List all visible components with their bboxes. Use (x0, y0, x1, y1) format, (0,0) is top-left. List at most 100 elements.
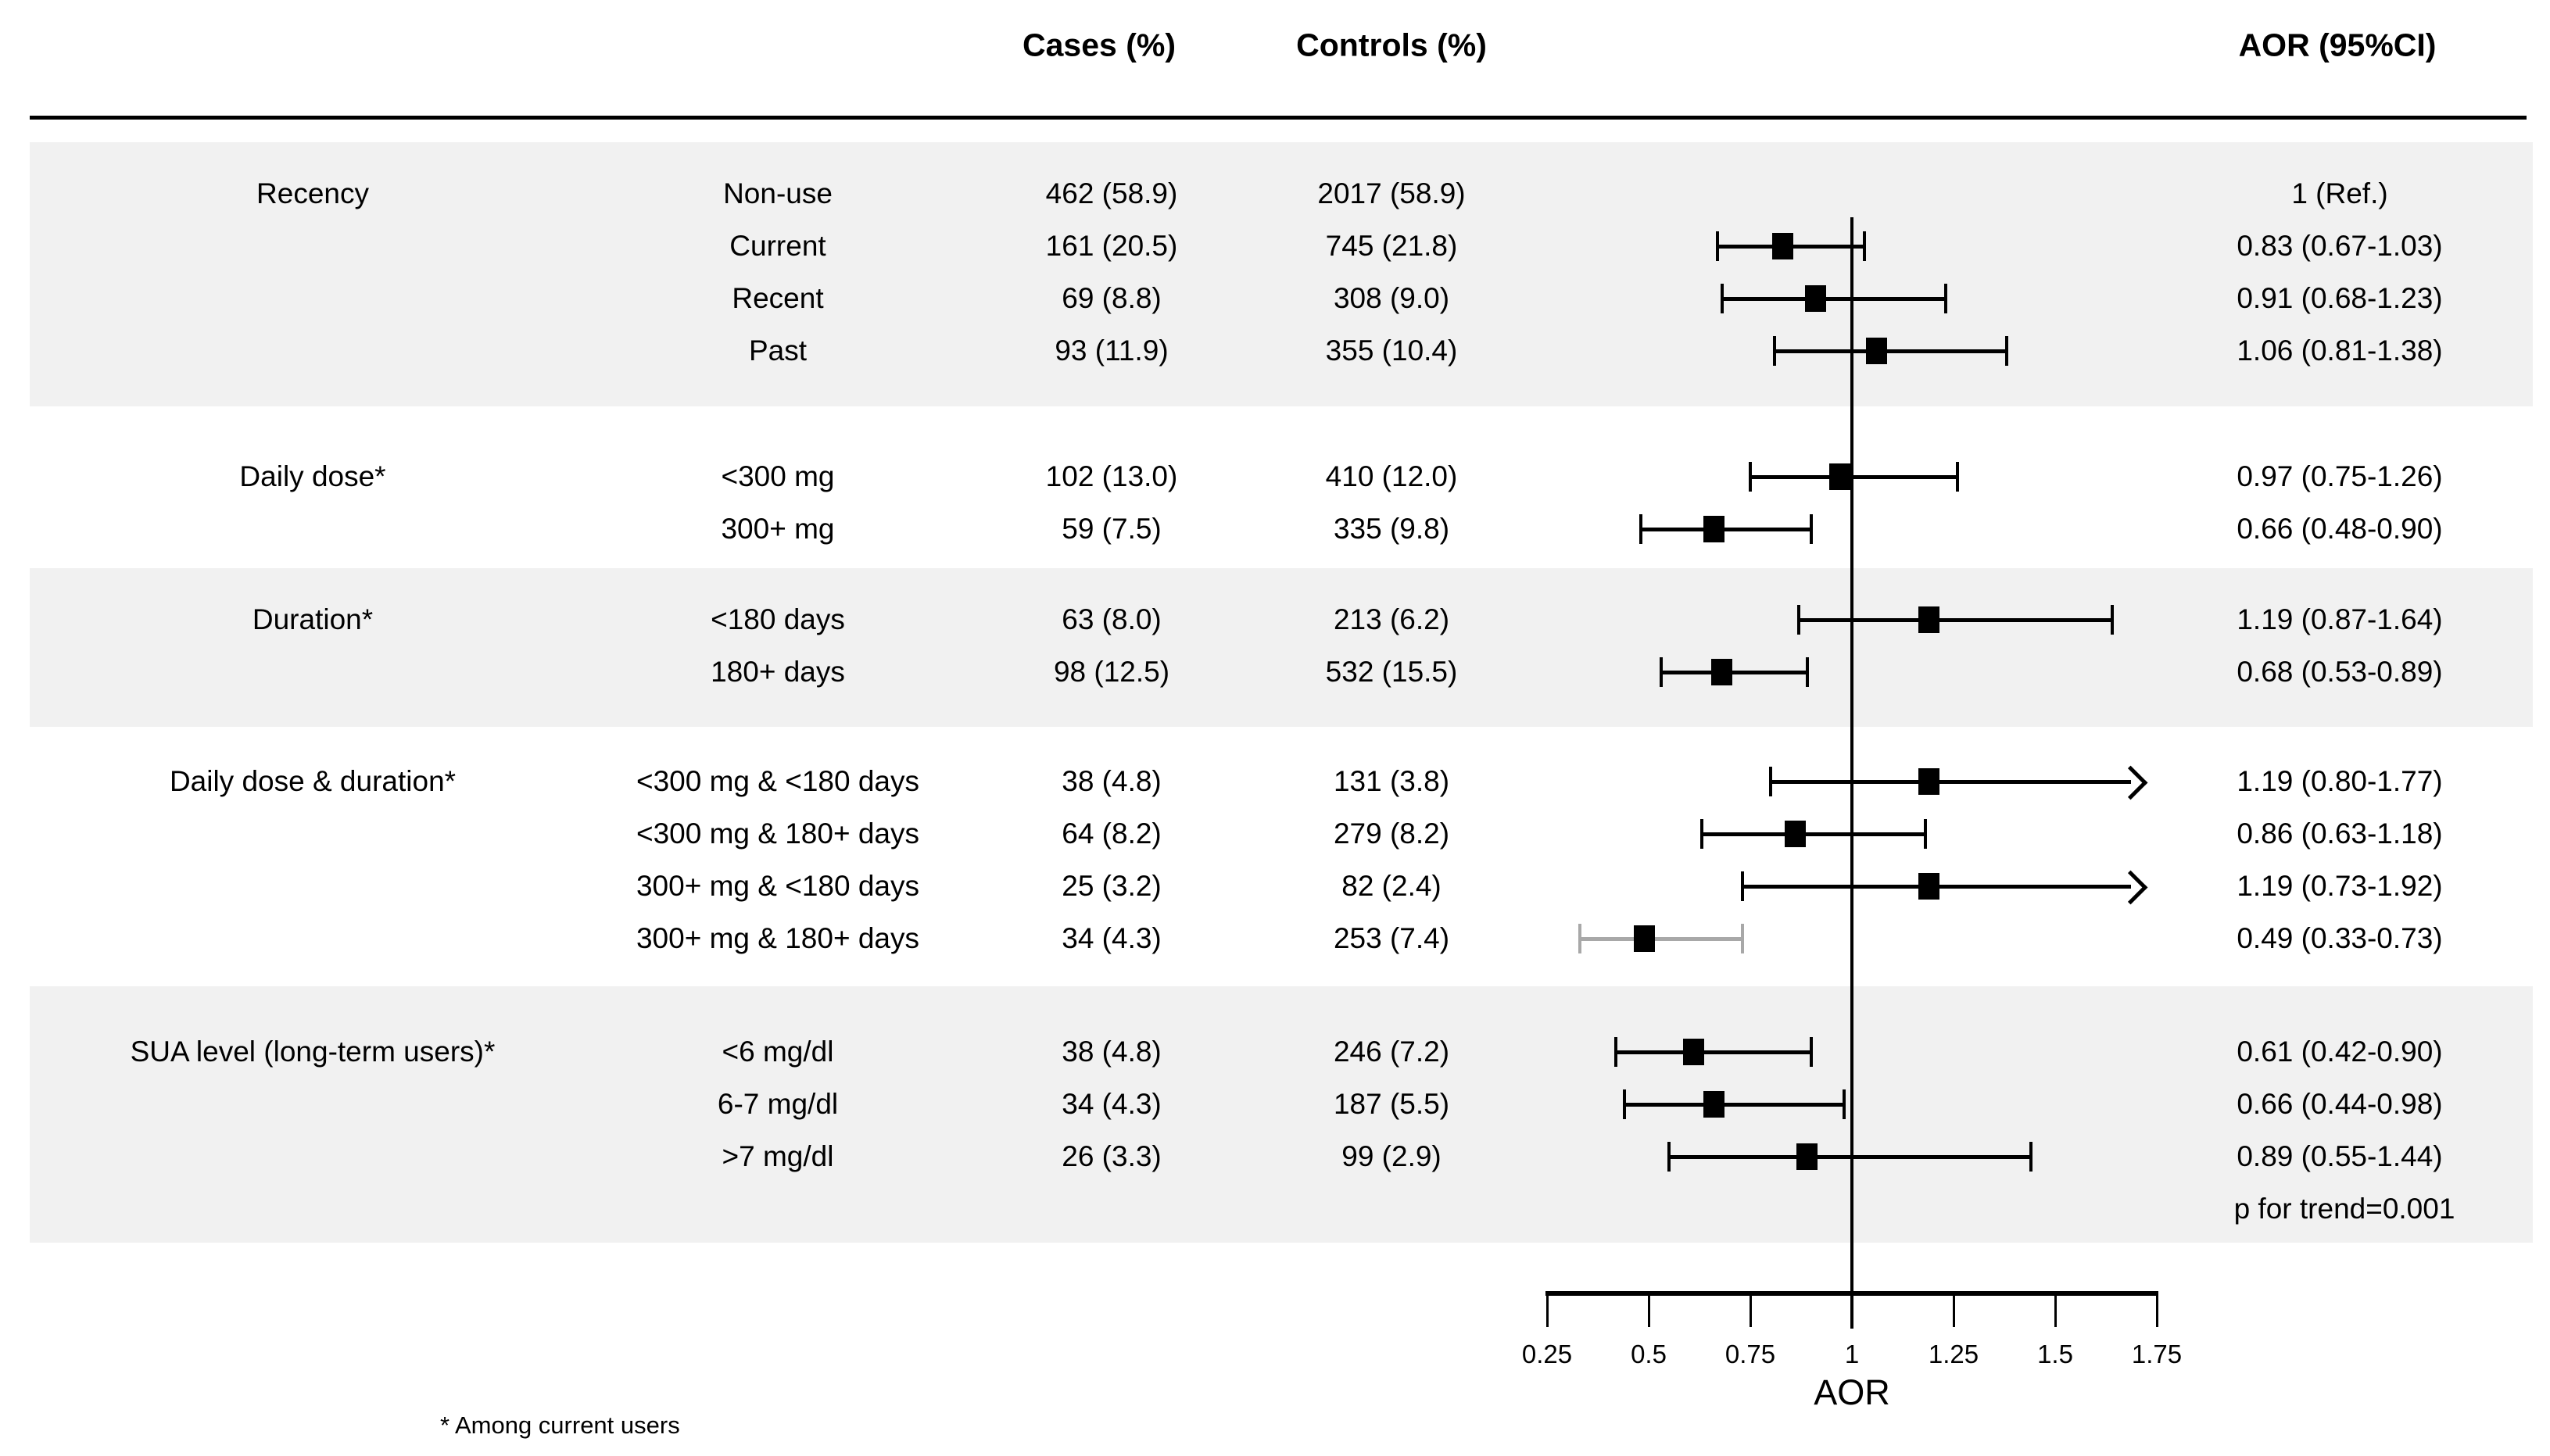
ci-cap-right (2110, 605, 2114, 635)
controls-value: 2017 (58.9) (1317, 177, 1466, 209)
aor-value: 0.49 (0.33-0.73) (2237, 922, 2443, 954)
aor-value: 1.19 (0.80-1.77) (2237, 765, 2443, 797)
controls-value: 532 (15.5) (1325, 656, 1458, 688)
ci-line (1579, 936, 1742, 941)
ci-line (1775, 349, 2007, 353)
axis-tick-label: 0.5 (1631, 1340, 1667, 1368)
category-label: Non-use (723, 177, 833, 209)
footnote: * Among current users (440, 1411, 680, 1439)
ci-cap-left (1797, 605, 1801, 635)
controls-value: 82 (2.4) (1341, 870, 1442, 902)
axis-tick-label: 1.5 (2037, 1340, 2073, 1368)
aor-value: 0.83 (0.67-1.03) (2237, 230, 2443, 262)
ci-cap-right (1805, 657, 1809, 687)
aor-value: 1.19 (0.87-1.64) (2237, 603, 2443, 635)
category-label: <180 days (711, 603, 845, 635)
aor-value: 1.19 (0.73-1.92) (2237, 870, 2443, 902)
group-label: SUA level (long-term users)* (130, 1036, 496, 1068)
ci-cap-right (1810, 514, 1813, 544)
arrow-right-icon (2113, 870, 2148, 905)
category-label: Past (748, 334, 808, 367)
axis-tick (1952, 1291, 1955, 1327)
p-for-trend-note: p for trend=0.001 (2233, 1193, 2455, 1225)
header-divider (30, 116, 2527, 120)
group-label: Duration* (252, 603, 374, 635)
controls-value: 213 (6.2) (1333, 603, 1450, 635)
cases-value: 38 (4.8) (1062, 765, 1162, 797)
shaded-band (30, 568, 2533, 727)
axis-tick (2054, 1291, 2057, 1327)
ci-cap-left (1749, 462, 1752, 492)
group-label: Daily dose* (239, 460, 386, 492)
point-marker (1703, 516, 1724, 542)
aor-value: 1.06 (0.81-1.38) (2237, 334, 2443, 367)
point-marker (1804, 285, 1826, 312)
cases-value: 25 (3.2) (1062, 870, 1162, 902)
cases-value: 26 (3.3) (1062, 1140, 1162, 1172)
controls-value: 335 (9.8) (1333, 513, 1450, 545)
cases-value: 34 (4.3) (1062, 1088, 1162, 1120)
category-label: Current (729, 230, 826, 262)
ci-line (1799, 617, 2112, 622)
axis-tick (1647, 1291, 1650, 1327)
cases-value: 69 (8.8) (1062, 282, 1162, 314)
ci-cap-right (1740, 924, 1744, 953)
ci-cap-left (1614, 1037, 1618, 1067)
category-label: <300 mg & 180+ days (636, 817, 920, 850)
axis-tick-label: 0.75 (1724, 1340, 1776, 1368)
cases-value: 59 (7.5) (1062, 513, 1162, 545)
point-marker (1784, 821, 1806, 847)
cases-value: 34 (4.3) (1062, 922, 1162, 954)
aor-value: 0.86 (0.63-1.18) (2237, 817, 2443, 850)
aor-value: 0.89 (0.55-1.44) (2237, 1140, 2443, 1172)
aor-column-header: AOR (95%CI) (2238, 27, 2437, 63)
ci-cap-left (1699, 819, 1703, 849)
ci-cap-right (1810, 1037, 1813, 1067)
ci-cap-left (1659, 657, 1663, 687)
controls-value: 308 (9.0) (1333, 282, 1450, 314)
cases-value: 63 (8.0) (1062, 603, 1162, 635)
axis-tick (1545, 1291, 1549, 1327)
x-axis-label: AOR (1814, 1372, 1890, 1412)
ci-cap-left (1720, 284, 1724, 313)
ci-cap-right (2004, 336, 2008, 366)
point-marker (1711, 659, 1733, 685)
point-marker (1918, 873, 1940, 900)
arrow-right-icon (2113, 765, 2148, 800)
aor-value: 0.66 (0.44-0.98) (2237, 1088, 2443, 1120)
point-marker (1634, 925, 1656, 952)
ci-line (1750, 474, 1958, 479)
controls-value: 253 (7.4) (1333, 922, 1450, 954)
ci-cap-left (1639, 514, 1642, 544)
controls-value: 187 (5.5) (1333, 1088, 1450, 1120)
cases-value: 93 (11.9) (1055, 334, 1169, 367)
point-marker (1682, 1039, 1704, 1065)
axis-tick (1850, 1291, 1853, 1327)
axis-tick-label: 1 (1844, 1340, 1860, 1368)
point-marker (1703, 1091, 1724, 1118)
aor-value: 0.61 (0.42-0.90) (2237, 1036, 2443, 1068)
aor-value: 1 (Ref.) (2291, 177, 2388, 209)
group-label: Recency (256, 177, 369, 209)
cases-value: 161 (20.5) (1045, 230, 1178, 262)
ci-cap-left (1773, 336, 1777, 366)
axis-tick-label: 1.25 (1928, 1340, 1979, 1368)
axis-tick (2155, 1291, 2158, 1327)
controls-value: 355 (10.4) (1325, 334, 1458, 367)
category-label: >7 mg/dl (722, 1140, 834, 1172)
category-label: 6-7 mg/dl (717, 1088, 839, 1120)
controls-value: 745 (21.8) (1325, 230, 1458, 262)
controls-column-header: Controls (%) (1296, 27, 1487, 63)
controls-value: 410 (12.0) (1325, 460, 1458, 492)
point-marker (1772, 233, 1794, 259)
ci-line (1771, 779, 2131, 784)
ci-cap-right (1862, 231, 1866, 261)
group-label: Daily dose & duration* (169, 765, 457, 797)
category-label: 180+ days (711, 656, 845, 688)
point-marker (1918, 606, 1940, 633)
ci-cap-right (2029, 1142, 2032, 1172)
controls-value: 131 (3.8) (1333, 765, 1450, 797)
cases-value: 102 (13.0) (1045, 460, 1178, 492)
